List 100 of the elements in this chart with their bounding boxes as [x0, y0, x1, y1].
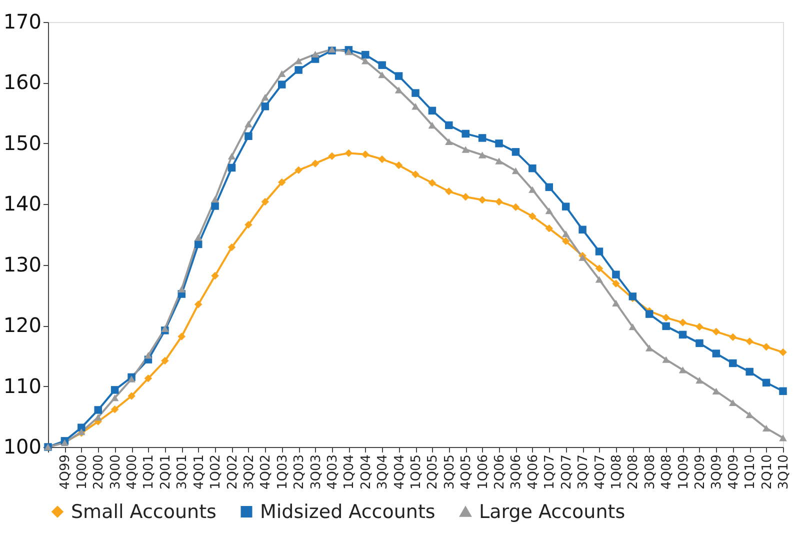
x-tick-label: 3Q08 — [642, 454, 658, 490]
x-tick-label: 2Q09 — [692, 454, 708, 490]
point — [278, 178, 286, 186]
point — [662, 322, 670, 330]
y-tick-label: 130 — [3, 252, 42, 276]
point — [394, 72, 403, 80]
point — [512, 167, 520, 174]
point — [445, 188, 453, 196]
point — [528, 186, 536, 193]
x-tick-label: 2Q03 — [292, 454, 308, 490]
x-tick-label: 4Q99 — [58, 454, 74, 490]
x-tick-label: 1Q04 — [342, 454, 358, 490]
point — [294, 58, 302, 64]
point — [244, 120, 252, 128]
x-tick-label: 4Q04 — [392, 454, 408, 490]
point — [228, 164, 236, 172]
point — [278, 80, 286, 88]
point — [244, 132, 252, 140]
point — [228, 152, 236, 160]
point — [696, 376, 704, 384]
point — [512, 203, 520, 212]
point — [762, 424, 770, 432]
point — [462, 192, 470, 201]
point — [746, 337, 754, 346]
point — [478, 152, 486, 158]
point — [545, 183, 554, 192]
point — [712, 328, 720, 336]
x-tick-label: 1Q08 — [609, 454, 624, 490]
legend-label: Small Accounts — [71, 500, 216, 523]
point — [462, 146, 470, 153]
point — [128, 392, 136, 400]
point — [194, 234, 202, 241]
point — [378, 61, 386, 69]
point — [445, 121, 453, 130]
point — [94, 406, 102, 414]
point — [696, 322, 704, 331]
point — [678, 330, 687, 339]
point — [662, 314, 670, 322]
point — [495, 198, 503, 206]
point — [779, 434, 787, 442]
x-tick-label: 2Q01 — [158, 454, 174, 490]
x-tick-label: 4Q02 — [258, 454, 274, 490]
x-tick-label: 3Q06 — [509, 454, 524, 490]
point — [612, 300, 620, 306]
point — [746, 368, 754, 376]
point — [161, 356, 169, 365]
x-tick-label: 2Q04 — [358, 454, 374, 490]
x-tick-label: 2Q08 — [626, 454, 642, 490]
point — [578, 254, 586, 261]
y-tick-label: 150 — [3, 130, 42, 155]
point — [328, 152, 336, 160]
point — [445, 138, 453, 145]
x-tick-label: 3Q09 — [710, 454, 725, 490]
y-tick-label: 110 — [3, 374, 42, 398]
point — [562, 230, 570, 238]
point — [362, 50, 370, 59]
point — [261, 102, 270, 110]
point — [545, 207, 554, 214]
point — [94, 414, 102, 421]
point — [612, 270, 620, 278]
x-tick-label: 1Q01 — [142, 454, 157, 490]
point — [562, 237, 570, 246]
x-tick-label: 3Q07 — [576, 454, 592, 490]
point — [678, 366, 687, 374]
point — [595, 276, 604, 283]
x-tick-label: 2Q02 — [225, 454, 240, 490]
point — [645, 344, 654, 352]
point — [110, 405, 119, 414]
point — [294, 66, 302, 74]
x-tick-label: 3Q04 — [376, 454, 391, 490]
x-tick-label: 2Q00 — [92, 454, 107, 490]
x-tick-label: 1Q07 — [542, 454, 558, 490]
point — [428, 106, 436, 115]
point — [278, 70, 286, 77]
point — [211, 196, 219, 203]
y-tick-label: 170 — [3, 10, 42, 34]
point — [412, 103, 420, 110]
x-tick-label: 3Q01 — [175, 454, 190, 490]
x-tick-label: 1Q00 — [74, 454, 90, 490]
x-tick-label: 1Q03 — [275, 454, 290, 490]
x-tick-label: 4Q03 — [325, 454, 340, 490]
point — [294, 166, 302, 174]
point — [528, 164, 536, 172]
point — [762, 342, 770, 351]
point — [628, 323, 637, 330]
y-tick-label: 140 — [3, 192, 42, 216]
point — [578, 226, 586, 234]
point — [528, 212, 536, 220]
point — [228, 243, 236, 252]
point — [729, 399, 737, 406]
point — [244, 220, 252, 229]
y-tick-label: 120 — [3, 313, 42, 338]
point — [128, 376, 136, 382]
point — [362, 150, 370, 158]
x-tick-label: 3Q10 — [776, 454, 792, 490]
x-tick-label: 2Q05 — [426, 454, 441, 490]
point — [194, 300, 202, 308]
point — [144, 374, 152, 382]
point — [428, 179, 436, 187]
x-tick-label: 1Q09 — [676, 454, 692, 490]
